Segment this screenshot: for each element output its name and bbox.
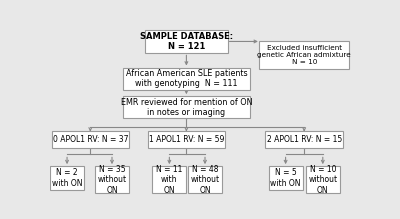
FancyBboxPatch shape <box>259 41 349 69</box>
FancyBboxPatch shape <box>123 96 250 118</box>
FancyBboxPatch shape <box>188 166 222 193</box>
Text: SAMPLE DATABASE:
N = 121: SAMPLE DATABASE: N = 121 <box>140 32 233 51</box>
FancyBboxPatch shape <box>95 166 129 193</box>
Text: 1 APOL1 RV: N = 59: 1 APOL1 RV: N = 59 <box>149 135 224 144</box>
Text: African American SLE patients
with genotyping  N = 111: African American SLE patients with genot… <box>126 69 247 88</box>
FancyBboxPatch shape <box>266 131 343 148</box>
FancyBboxPatch shape <box>306 166 340 193</box>
FancyBboxPatch shape <box>152 166 186 193</box>
Text: N = 11
with
ON: N = 11 with ON <box>156 165 182 195</box>
Text: Excluded insufficient
genetic African admixture
N = 10: Excluded insufficient genetic African ad… <box>257 45 351 65</box>
Text: 0 APOL1 RV: N = 37: 0 APOL1 RV: N = 37 <box>52 135 128 144</box>
Text: N = 35
without
ON: N = 35 without ON <box>98 165 126 195</box>
FancyBboxPatch shape <box>52 131 129 148</box>
FancyBboxPatch shape <box>144 30 228 53</box>
Text: N = 48
without
ON: N = 48 without ON <box>190 165 220 195</box>
Text: N = 10
without
ON: N = 10 without ON <box>308 165 337 195</box>
FancyBboxPatch shape <box>50 166 84 190</box>
FancyBboxPatch shape <box>123 68 250 90</box>
Text: N = 2
with ON: N = 2 with ON <box>52 168 82 188</box>
Text: 2 APOL1 RV: N = 15: 2 APOL1 RV: N = 15 <box>266 135 342 144</box>
Text: N = 5
with ON: N = 5 with ON <box>270 168 301 188</box>
FancyBboxPatch shape <box>148 131 225 148</box>
FancyBboxPatch shape <box>268 166 303 190</box>
Text: EMR reviewed for mention of ON
in notes or imaging: EMR reviewed for mention of ON in notes … <box>121 97 252 117</box>
